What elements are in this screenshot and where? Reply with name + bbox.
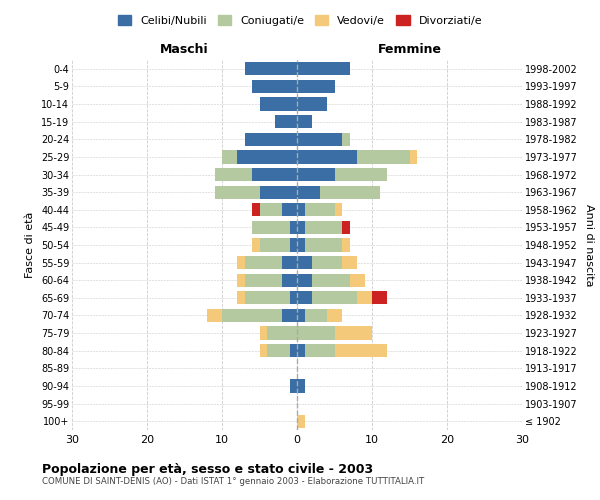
Bar <box>297 291 312 304</box>
Bar <box>290 344 297 358</box>
Bar <box>320 186 380 198</box>
Bar <box>335 203 342 216</box>
Bar <box>297 80 335 93</box>
Bar <box>297 115 312 128</box>
Bar <box>252 221 290 234</box>
Bar <box>267 326 297 340</box>
Bar <box>312 291 357 304</box>
Bar <box>260 186 297 198</box>
Y-axis label: Anni di nascita: Anni di nascita <box>584 204 595 286</box>
Bar <box>245 132 297 146</box>
Bar <box>312 274 349 287</box>
Bar <box>305 221 342 234</box>
Bar <box>215 186 260 198</box>
Bar <box>297 256 312 269</box>
Bar <box>305 344 335 358</box>
Bar <box>222 309 282 322</box>
Bar <box>282 256 297 269</box>
Bar <box>260 203 282 216</box>
Bar <box>237 274 245 287</box>
Y-axis label: Fasce di età: Fasce di età <box>25 212 35 278</box>
Bar <box>290 291 297 304</box>
Bar <box>297 168 335 181</box>
Bar <box>297 414 305 428</box>
Bar <box>305 203 335 216</box>
Bar <box>335 168 387 181</box>
Bar <box>252 238 260 252</box>
Bar <box>312 256 342 269</box>
Bar <box>282 309 297 322</box>
Bar <box>297 150 357 164</box>
Bar <box>297 344 305 358</box>
Bar <box>297 238 305 252</box>
Bar <box>297 274 312 287</box>
Bar <box>252 80 297 93</box>
Bar <box>297 132 342 146</box>
Bar <box>297 221 305 234</box>
Bar <box>335 326 372 340</box>
Bar <box>290 238 297 252</box>
Bar <box>342 221 349 234</box>
Bar <box>409 150 417 164</box>
Text: COMUNE DI SAINT-DENIS (AO) - Dati ISTAT 1° gennaio 2003 - Elaborazione TUTTITALI: COMUNE DI SAINT-DENIS (AO) - Dati ISTAT … <box>42 478 424 486</box>
Bar <box>342 132 349 146</box>
Bar <box>297 62 349 76</box>
Bar <box>297 203 305 216</box>
Bar <box>252 168 297 181</box>
Bar <box>297 380 305 392</box>
Bar <box>357 291 372 304</box>
Text: Maschi: Maschi <box>160 44 209 57</box>
Bar <box>327 309 342 322</box>
Bar <box>290 380 297 392</box>
Bar <box>260 344 267 358</box>
Bar <box>297 98 327 110</box>
Bar <box>222 150 237 164</box>
Bar <box>297 186 320 198</box>
Text: Popolazione per età, sesso e stato civile - 2003: Popolazione per età, sesso e stato civil… <box>42 462 373 475</box>
Bar <box>349 274 365 287</box>
Bar <box>282 274 297 287</box>
Bar <box>305 238 342 252</box>
Bar <box>207 309 222 322</box>
Bar <box>252 203 260 216</box>
Bar <box>275 115 297 128</box>
Bar <box>245 274 282 287</box>
Bar <box>297 309 305 322</box>
Bar <box>372 291 387 304</box>
Bar <box>237 150 297 164</box>
Bar <box>215 168 252 181</box>
Bar <box>282 203 297 216</box>
Bar <box>245 291 290 304</box>
Bar <box>342 238 349 252</box>
Bar <box>237 291 245 304</box>
Bar <box>237 256 245 269</box>
Bar <box>357 150 409 164</box>
Bar <box>260 326 267 340</box>
Text: Femmine: Femmine <box>377 44 442 57</box>
Bar <box>335 344 387 358</box>
Bar <box>297 326 335 340</box>
Bar <box>245 62 297 76</box>
Bar <box>260 238 290 252</box>
Bar <box>245 256 282 269</box>
Bar <box>260 98 297 110</box>
Bar <box>290 221 297 234</box>
Bar <box>342 256 357 269</box>
Bar <box>267 344 290 358</box>
Legend: Celibi/Nubili, Coniugati/e, Vedovi/e, Divorziati/e: Celibi/Nubili, Coniugati/e, Vedovi/e, Di… <box>113 10 487 30</box>
Bar <box>305 309 327 322</box>
